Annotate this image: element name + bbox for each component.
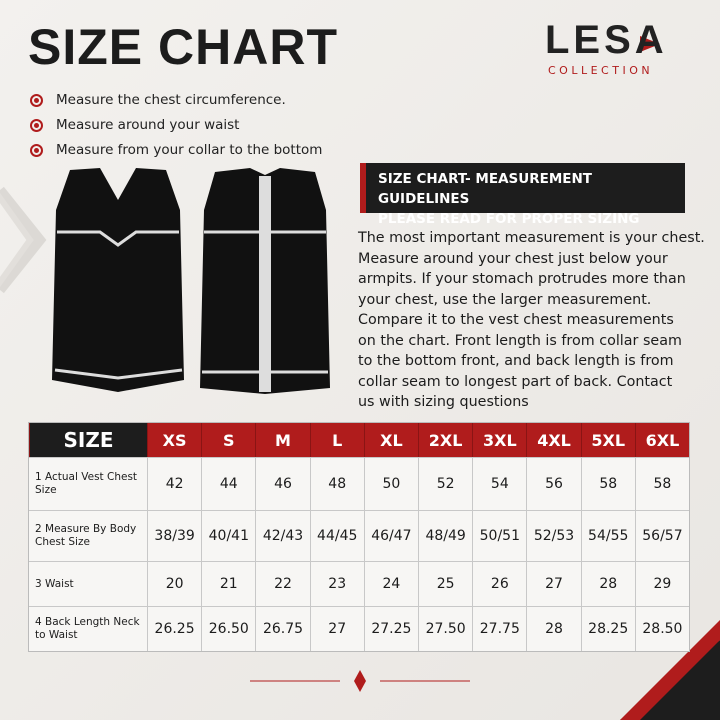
bullet: Measure around your waist [30, 117, 239, 133]
header-cell: S [201, 423, 256, 457]
cell: 26 [472, 562, 526, 606]
cell: 27 [309, 607, 364, 651]
heading-line: SIZE CHART- MEASUREMENT GUIDELINES [378, 171, 592, 207]
cell: 46/47 [363, 511, 418, 561]
header-cell: 6XL [634, 423, 690, 457]
bullet: Measure the chest circumference. [30, 92, 286, 108]
cell: 58 [580, 458, 635, 510]
text-line: collar seam to longest part of back. Con… [358, 373, 673, 390]
cell: 23 [309, 562, 364, 606]
logo-arrow [640, 36, 660, 52]
cell: 27.75 [472, 607, 526, 651]
text-line: armpits. If your stomach protrudes more … [358, 271, 686, 287]
cell: 46 [255, 458, 309, 510]
cell: 26.25 [147, 607, 201, 651]
cell: 25 [418, 562, 472, 606]
diamond [354, 670, 366, 692]
cell: 52/53 [526, 511, 580, 561]
chevron [0, 186, 47, 294]
cell: 28 [526, 607, 580, 651]
table-row: 3 Waist 20 21 22 23 24 25 26 27 28 29 [29, 561, 689, 606]
cell: 42 [147, 458, 201, 510]
cell: 22 [255, 562, 309, 606]
header-cell: SIZE [29, 423, 147, 457]
table-row: 4 Back Length Neck to Waist 26.25 26.50 26.… [29, 606, 689, 651]
text-line: Compare it to the vest chest measurement… [358, 312, 674, 328]
cell: 28.50 [634, 607, 689, 651]
cell: 52 [418, 458, 472, 510]
size-table: SIZE XS S M L XL 2XL 3XL 4XL 5XL 6XL 1 Actual Vest … [28, 422, 690, 652]
cell: 42/43 [255, 511, 309, 561]
guidelines-heading: SIZE CHART- MEASUREMENT GUIDELINES PLEAS… [360, 163, 685, 227]
text-line: The most important measurement is your c… [358, 230, 705, 246]
row-label: 4 Back Length Neck to Waist [35, 616, 140, 641]
header-cell: XS [147, 423, 202, 457]
header-cell: L [309, 423, 364, 457]
bullet-icon [30, 118, 43, 132]
header-cell: 5XL [580, 423, 635, 457]
cell: 58 [634, 458, 689, 510]
vest-piping [54, 368, 183, 380]
logo-brand: LESA [545, 18, 668, 62]
header-cell: 2XL [418, 423, 473, 457]
vest-stripe [259, 176, 271, 392]
table-row: 1 Actual Vest Chest Size 42 44 46 48 50 52 54 56… [29, 457, 689, 510]
cell: 27 [526, 562, 580, 606]
corner-accent [620, 620, 720, 720]
cell: 29 [634, 562, 689, 606]
cell: 44/45 [309, 511, 364, 561]
header-cell: 4XL [526, 423, 581, 457]
row-label: 1 Actual Vest Chest Size [35, 471, 138, 496]
cell: 28 [580, 562, 635, 606]
bullet-icon [30, 93, 43, 107]
bullet-text: Measure around your waist [56, 117, 240, 133]
heading-line: PLEASE READ FOR PROPER SIZING [378, 211, 640, 227]
vest-piping [57, 230, 179, 247]
table-row: 2 Measure By Body Chest Size 38/39 40/41 42… [29, 510, 689, 561]
cell: 54 [472, 458, 526, 510]
text-line: your chest, use the larger measurement. [358, 291, 652, 308]
cell: 48 [309, 458, 364, 510]
cell: 28.25 [580, 607, 635, 651]
vest-front [52, 168, 184, 392]
cell: 24 [363, 562, 418, 606]
cell: 54/55 [580, 511, 635, 561]
cell: 44 [201, 458, 255, 510]
header-row: SIZE XS S M L XL 2XL 3XL 4XL 5XL 6XL [29, 423, 690, 457]
cell: 50/51 [472, 511, 526, 561]
chevron [0, 192, 34, 288]
header-cell: 3XL [472, 423, 527, 457]
row-label: 2 Measure By Body Chest Size [35, 523, 137, 548]
row-label: 3 Waist [35, 577, 74, 590]
title: SIZE CHART [28, 19, 338, 75]
cell: 27.50 [418, 607, 472, 651]
text-line: Measure around your chest just below you… [358, 250, 668, 267]
cell: 56 [526, 458, 580, 510]
guidelines-text: The most important measurement is your c… [358, 228, 705, 413]
cell: 48/49 [418, 511, 472, 561]
cell: 38/39 [147, 511, 201, 561]
bullet-icon [30, 143, 43, 157]
text-line: on the chart. Front length is from colla… [358, 332, 682, 349]
cell: 40/41 [201, 511, 255, 561]
cell: 20 [147, 562, 201, 606]
cell: 50 [363, 458, 418, 510]
cell: 26.50 [201, 607, 255, 651]
bullet-text: Measure the chest circumference. [56, 92, 286, 108]
text-line: us with sizing questions [358, 394, 529, 410]
header-cell: M [255, 423, 310, 457]
cell: 26.75 [255, 607, 309, 651]
cell: 56/57 [634, 511, 689, 561]
cell: 27.25 [363, 607, 418, 651]
bullet: Measure from your collar to the bottom [30, 142, 322, 158]
logo-tagline: COLLECTION [548, 64, 654, 77]
header-cell: XL [363, 423, 419, 457]
text-line: to the bottom front, and back length is … [358, 353, 674, 369]
cell: 21 [201, 562, 255, 606]
bullet-text: Measure from your collar to the bottom [56, 142, 323, 158]
